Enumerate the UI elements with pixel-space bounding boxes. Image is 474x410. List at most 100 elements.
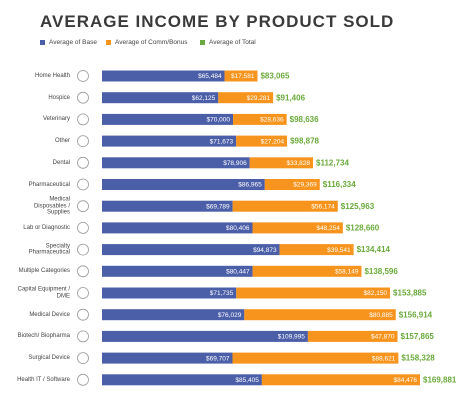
bar-segment [252,222,343,234]
category-label: Medical Disposables / Supplies [33,196,70,216]
category-label: Dental [52,159,70,166]
value-label: $80,406 [226,225,250,232]
value-label: $29,281 [247,95,271,102]
category-label: Capital Equipment / DME [17,286,70,300]
category-icon [77,243,89,256]
value-label: $78,906 [223,160,247,167]
bar-segment [236,135,288,147]
bar-segment [102,309,245,321]
value-label: $71,735 [210,290,234,297]
value-label: $80,885 [369,312,393,319]
bar-segment [102,287,237,299]
value-label: $80,447 [226,269,250,276]
chart-title: AVERAGE INCOME BY PRODUCT SOLD [40,12,395,31]
bar-segment [102,179,265,190]
bar-segment [264,179,320,190]
category-icon [77,287,89,299]
bar-segment [102,92,219,104]
total-label: $116,334 [323,180,356,189]
bar-segment [232,352,399,364]
value-label: $70,000 [207,117,231,124]
total-label: $156,914 [399,310,433,319]
category-label: Home Health [34,72,70,79]
bar-segment [102,200,233,212]
value-label: $28,636 [260,117,284,124]
category-label: Biotech/ Biopharma [17,333,70,340]
bar-segment [102,157,250,169]
legend-swatch [40,40,45,45]
value-label: $76,029 [218,312,242,319]
total-label: $98,636 [290,115,319,124]
value-label: $109,995 [278,334,305,341]
category-label: Multiple Categories [18,268,70,275]
value-label: $29,369 [293,182,317,189]
legend-label: Average of Base [49,39,97,46]
value-label: $58,149 [335,269,359,276]
value-label: $48,254 [316,225,340,232]
bar-segment [252,265,362,277]
value-label: $94,873 [253,247,277,254]
category-icon [77,265,89,278]
value-label: $71,673 [210,138,234,145]
value-label: $88,621 [372,355,396,362]
bar-segment [102,330,308,342]
bar-segment [102,113,234,125]
legend-swatch [200,40,205,45]
legend-item: Average of Base [40,39,97,46]
category-label: Specialty Pharmaceutical [28,243,70,256]
category-icon [77,308,89,321]
legend-swatch [106,40,111,45]
bar-segment [102,70,225,82]
value-label: $39,541 [327,247,351,254]
category-icon [77,330,89,343]
category-icon [77,135,89,148]
value-label: $17,581 [231,73,255,80]
bar-segment [307,330,398,342]
bar-segment [102,374,262,386]
value-label: $62,125 [192,95,216,102]
bar-segment [102,135,237,147]
value-label: $69,789 [206,203,230,210]
bar-segment [218,92,274,104]
bar-segment [224,70,258,82]
legend-label: Average of Comm/Bonus [115,39,188,46]
bar-segment [279,244,354,256]
category-icon [77,373,89,386]
value-label: $47,870 [371,334,395,341]
value-label: $69,707 [206,355,230,362]
category-icon [77,113,89,126]
bar-segment [102,352,233,364]
value-label: $33,828 [287,160,311,167]
value-label: $86,965 [238,182,262,189]
category-label: Pharmaceutical [28,181,70,188]
category-label: Hospice [48,94,70,101]
bar-segment [249,157,314,169]
bar-segment [102,244,280,256]
total-label: $158,328 [401,354,435,363]
category-icon [77,178,89,191]
category-icon [77,156,89,169]
bar-segment [244,309,396,321]
bar-segment [102,265,253,277]
legend-item: Average of Comm/Bonus [106,39,188,46]
category-icon [77,91,89,104]
total-label: $134,414 [357,245,391,254]
total-label: $112,734 [316,158,349,167]
total-label: $169,881 [423,375,457,384]
category-icon [77,200,89,213]
value-label: $27,204 [261,138,285,145]
value-label: $84,476 [394,377,418,384]
value-label: $65,484 [198,73,222,80]
total-label: $83,065 [260,72,289,81]
category-label: Surgical Device [28,354,70,361]
category-icon [77,221,89,234]
category-label: Medical Device [29,311,70,318]
total-label: $157,865 [401,332,435,341]
total-label: $91,406 [276,93,305,102]
bar-segment [261,374,420,386]
total-label: $98,878 [290,137,319,146]
category-icon [77,352,89,365]
legend-label: Average of Total [209,39,256,46]
total-label: $153,885 [393,289,427,298]
